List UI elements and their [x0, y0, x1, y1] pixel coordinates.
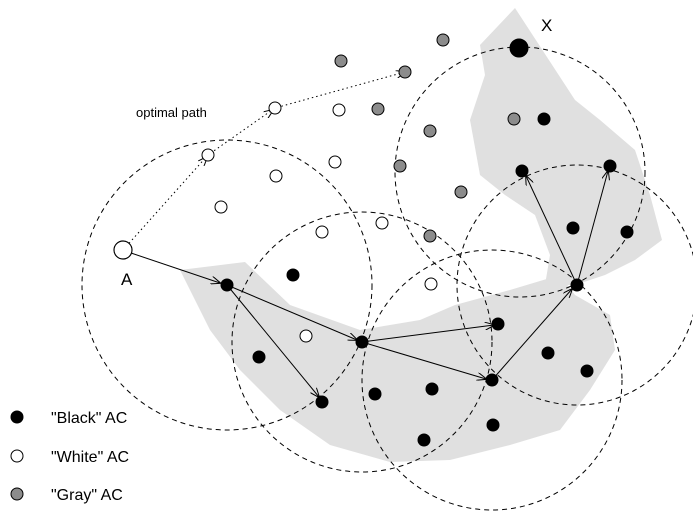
gray-node [423, 124, 437, 138]
white-node [328, 155, 342, 169]
black-node [368, 387, 382, 401]
legend: "Black" AC "White" AC "Gray" AC [10, 410, 129, 504]
routing-arrows [130, 171, 608, 397]
black-node [603, 159, 617, 173]
white-node [315, 225, 329, 239]
white-node [332, 103, 346, 117]
black-node [566, 221, 580, 235]
gray-node [423, 229, 437, 243]
black-node [315, 395, 329, 409]
target-node [509, 38, 529, 58]
black-node [252, 350, 266, 364]
black-node [220, 278, 234, 292]
gray-node [398, 65, 412, 79]
optimal-path-line [122, 72, 405, 251]
range-circle-a [81, 139, 373, 431]
target-label: X [541, 16, 552, 35]
gray-node [334, 54, 348, 68]
gray-node [393, 159, 407, 173]
black-node [491, 317, 505, 331]
white-node [424, 277, 438, 291]
gray-node [507, 112, 521, 126]
black-node [570, 278, 584, 292]
legend-gray-swatch [10, 487, 24, 501]
black-node [355, 335, 369, 349]
black-nodes [220, 112, 634, 447]
white-node [299, 329, 313, 343]
shaded-region-lower [180, 262, 615, 462]
start-node [113, 240, 133, 260]
legend-black-label: "Black" AC [51, 410, 127, 427]
black-node [515, 164, 529, 178]
black-node [580, 364, 594, 378]
white-node [214, 200, 228, 214]
white-node [268, 101, 282, 115]
black-node [620, 225, 634, 239]
black-node [286, 268, 300, 282]
start-label: A [121, 270, 133, 289]
gray-node [371, 102, 385, 116]
black-node [541, 346, 555, 360]
legend-white-swatch [10, 449, 24, 463]
range-circle-b [231, 211, 493, 473]
gray-nodes [334, 33, 521, 243]
white-node [375, 216, 389, 230]
legend-gray-label: "Gray" AC [51, 487, 123, 504]
black-node [537, 112, 551, 126]
gray-node [454, 185, 468, 199]
black-node [417, 433, 431, 447]
black-node [425, 382, 439, 396]
legend-white-label: "White" AC [51, 449, 129, 466]
legend-black-swatch [10, 410, 24, 424]
shaded-region-upper [470, 8, 662, 285]
black-node [485, 373, 499, 387]
range-circle-c [361, 249, 623, 511]
white-nodes [201, 101, 438, 343]
black-node [486, 418, 500, 432]
white-node [201, 148, 215, 162]
optimal-path-label: optimal path [136, 105, 207, 120]
gray-node [436, 33, 450, 47]
white-node [269, 169, 283, 183]
